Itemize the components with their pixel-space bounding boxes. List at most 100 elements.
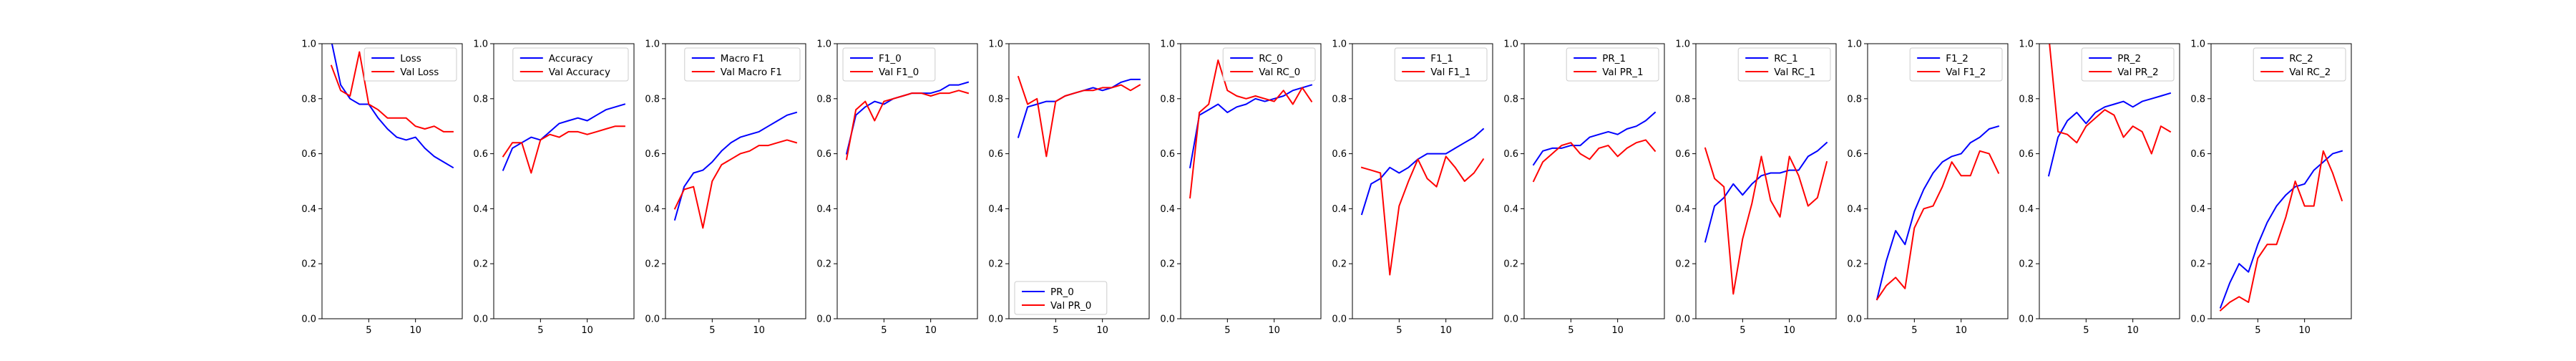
- train-series-line: [1532, 111, 1657, 166]
- y-tick-label: 0.0: [1160, 314, 1175, 325]
- series-group: [1017, 75, 1141, 158]
- y-tick-label: 0.0: [2190, 314, 2205, 325]
- legend-label: Val RC_2: [2289, 67, 2331, 78]
- y-tick-label: 1.0: [2190, 39, 2205, 50]
- train-series-line: [1360, 127, 1485, 216]
- x-tick-label: 5: [1911, 325, 1917, 336]
- y-tick-label: 0.8: [816, 94, 831, 105]
- legend-label: PR_2: [2117, 53, 2141, 64]
- legend-label: Val Loss: [400, 67, 439, 78]
- val-series-line: [845, 90, 970, 160]
- y-tick-label: 0.2: [1503, 259, 1518, 270]
- x-tick-label: 10: [409, 325, 421, 336]
- val-series-line: [502, 125, 625, 174]
- legend-box: [684, 47, 801, 82]
- train-series-line: [1704, 141, 1828, 243]
- x-tick-label: 5: [1053, 325, 1058, 336]
- y-tick-label: 0.2: [645, 259, 660, 270]
- val-series-line: [1875, 150, 2000, 301]
- legend-label: Val Macro F1: [721, 67, 782, 78]
- x-tick-label: 10: [2127, 325, 2139, 336]
- y-tick-label: 0.4: [1160, 204, 1175, 215]
- legend: PR_2 Val PR_2: [2081, 47, 2175, 82]
- y-tick-label: 1.0: [1160, 39, 1175, 50]
- series-group: [1704, 141, 1828, 295]
- x-tick-label: 5: [881, 325, 887, 336]
- y-tick-label: 0.6: [1332, 149, 1347, 160]
- legend-label: Val RC_1: [1774, 67, 1815, 78]
- y-tick-label: 0.2: [301, 259, 316, 270]
- axes-frame: [1352, 43, 1493, 319]
- x-tick-label: 10: [1268, 325, 1280, 336]
- subplot-7: 0.0 0.2 0.4 0.6 0.8 1.0 5 10 F1_1 Val F1_1: [1332, 39, 1493, 336]
- legend-label: Macro F1: [721, 53, 765, 64]
- y-tick-label: 0.6: [816, 149, 831, 160]
- axes-frame: [1695, 43, 1837, 319]
- legend-label: Accuracy: [549, 53, 593, 64]
- subplot-10: 0.0 0.2 0.4 0.6 0.8 1.0 5 10 F1_2 Val F1_2: [1847, 39, 2009, 336]
- y-tick-label: 0.6: [1847, 149, 1862, 160]
- legend-box: [1014, 281, 1108, 315]
- y-tick-label: 0.2: [1160, 259, 1175, 270]
- x-tick-label: 5: [1224, 325, 1230, 336]
- series-group: [2219, 150, 2343, 312]
- y-tick-label: 0.2: [1332, 259, 1347, 270]
- subplot-4: 0.0 0.2 0.4 0.6 0.8 1.0 5 10 F1_0 Val F1_0: [816, 39, 978, 336]
- x-tick-label: 5: [2255, 325, 2260, 336]
- y-tick-label: 0.4: [1675, 204, 1690, 215]
- y-tick-label: 0.4: [473, 204, 488, 215]
- val-series-line: [1189, 59, 1313, 199]
- y-tick-label: 0.8: [645, 94, 660, 105]
- legend-label: F1_2: [1946, 53, 1968, 64]
- train-series-line: [1875, 125, 2000, 301]
- y-tick-label: 0.8: [473, 94, 488, 105]
- y-tick-label: 0.0: [1675, 314, 1690, 325]
- y-tick-label: 0.0: [816, 314, 831, 325]
- legend-box: [842, 47, 936, 82]
- y-tick-label: 0.4: [2190, 204, 2205, 215]
- subplot-12: 0.0 0.2 0.4 0.6 0.8 1.0 5 10 RC_2 Val RC_2: [2190, 39, 2352, 336]
- axes-frame: [2210, 43, 2352, 319]
- x-tick-label: 5: [709, 325, 715, 336]
- legend-box: [1222, 47, 1316, 82]
- legend: F1_1 Val F1_1: [1394, 47, 1488, 82]
- y-tick-label: 0.6: [1675, 149, 1690, 160]
- legend-label: Val PR_0: [1050, 300, 1091, 312]
- val-series-line: [2219, 150, 2343, 312]
- legend: Accuracy Val Accuracy: [512, 47, 629, 82]
- y-tick-label: 0.2: [988, 259, 1003, 270]
- legend-label: Val F1_1: [1430, 67, 1470, 78]
- subplot-11: 0.0 0.2 0.4 0.6 0.8 1.0 5 10 PR_2 Val PR_2: [2019, 39, 2180, 336]
- x-tick-label: 5: [366, 325, 371, 336]
- y-tick-label: 0.2: [1675, 259, 1690, 270]
- x-tick-label: 10: [581, 325, 593, 336]
- val-series-line: [1017, 75, 1141, 158]
- legend-label: Val Accuracy: [549, 67, 610, 78]
- train-series-line: [673, 111, 798, 221]
- y-tick-label: 1.0: [1332, 39, 1347, 50]
- legend: F1_2 Val F1_2: [1909, 47, 2003, 82]
- x-tick-label: 10: [753, 325, 765, 336]
- x-tick-label: 10: [2298, 325, 2311, 336]
- y-tick-label: 1.0: [301, 39, 316, 50]
- legend-box: [512, 47, 629, 82]
- legend-label: Val PR_1: [1602, 67, 1643, 78]
- y-tick-label: 0.6: [473, 149, 488, 160]
- train-series-line: [2047, 92, 2172, 177]
- legend-label: RC_2: [2289, 53, 2313, 64]
- legend-box: [2081, 47, 2175, 82]
- legend: PR_0 Val PR_0: [1014, 281, 1108, 315]
- legend-label: Loss: [400, 53, 421, 64]
- axes-frame: [1523, 43, 1665, 319]
- val-series-line: [1704, 147, 1828, 295]
- x-tick-label: 10: [1096, 325, 1108, 336]
- legend: Loss Val Loss: [364, 47, 457, 82]
- y-tick-label: 0.2: [1847, 259, 1862, 270]
- y-tick-label: 0.6: [2019, 149, 2034, 160]
- y-tick-label: 0.6: [1503, 149, 1518, 160]
- legend-box: [1737, 47, 1831, 82]
- series-group: [1360, 127, 1485, 276]
- y-tick-label: 0.0: [301, 314, 316, 325]
